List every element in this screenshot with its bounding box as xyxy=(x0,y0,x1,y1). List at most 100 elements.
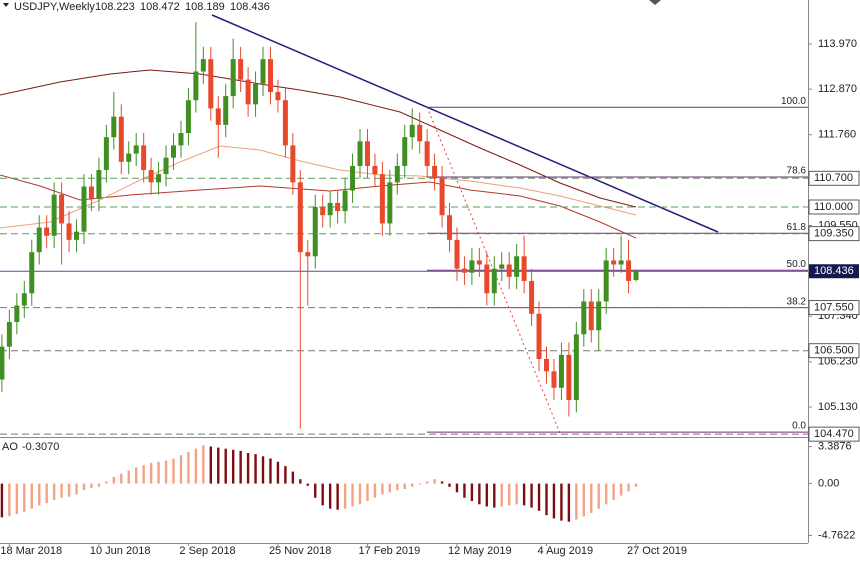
ao-bar xyxy=(537,483,541,511)
ao-tick-label: 0.00 xyxy=(818,477,839,489)
level-label: 110.700 xyxy=(814,172,853,184)
candle-body xyxy=(103,137,109,171)
ao-bar xyxy=(612,483,615,500)
ao-bar xyxy=(343,483,347,509)
candle-body xyxy=(506,264,512,277)
ao-bar xyxy=(336,483,339,510)
candle-body xyxy=(499,264,505,269)
candle-body xyxy=(581,301,587,335)
level-label-box xyxy=(808,343,860,359)
fib-label: 100.0 xyxy=(781,96,806,107)
ao-bar xyxy=(239,450,242,484)
candle-body xyxy=(36,227,42,253)
ao-bar xyxy=(485,483,489,507)
fib-label: 50.0 xyxy=(787,259,807,270)
ao-bar xyxy=(217,447,220,484)
ao-bar xyxy=(582,483,585,517)
candle-body xyxy=(171,145,176,158)
x-tick-label: 27 Oct 2019 xyxy=(627,545,687,557)
level-label-box xyxy=(808,426,860,442)
ao-bar xyxy=(351,483,354,507)
candle-body xyxy=(126,153,132,162)
ao-bar xyxy=(261,456,265,484)
level-label: 107.550 xyxy=(814,302,854,314)
ao-bar xyxy=(142,465,145,484)
candle-body xyxy=(156,174,162,183)
fib-label: 38.2 xyxy=(787,296,807,307)
chart-title: USDJPY,Weekly xyxy=(14,1,95,13)
candle-body xyxy=(320,207,326,216)
current-price-box xyxy=(809,264,859,279)
fib-label: 78.6 xyxy=(787,166,807,177)
candle-body xyxy=(88,186,94,199)
ao-bar xyxy=(590,483,593,514)
y-tick-label: 112.870 xyxy=(818,83,857,95)
candle-body xyxy=(454,239,460,269)
ao-bar xyxy=(306,483,309,486)
level-label-box xyxy=(808,199,860,215)
candle-body xyxy=(275,92,281,101)
price-plot xyxy=(0,14,808,435)
ao-bar xyxy=(530,483,533,508)
ao-bar xyxy=(396,483,399,491)
ao-bar xyxy=(231,449,235,484)
ao-bar xyxy=(567,483,571,522)
ao-bar xyxy=(291,471,295,484)
y-tick-label: 105.130 xyxy=(818,401,858,413)
candle-body xyxy=(253,83,259,105)
candle-body xyxy=(364,141,370,166)
candle-body xyxy=(163,157,169,175)
candle-body xyxy=(558,354,564,388)
candle-body xyxy=(566,354,572,401)
candle-body xyxy=(6,322,12,347)
y-tick-label: 106.230 xyxy=(818,356,858,368)
candle-body xyxy=(133,145,139,154)
level-label: 106.500 xyxy=(814,345,854,357)
ao-bar xyxy=(246,453,250,484)
fib-label: 0.0 xyxy=(792,421,806,432)
ao-bar xyxy=(328,483,332,509)
candle-body xyxy=(223,96,229,125)
menu-arrow[interactable] xyxy=(3,3,9,7)
ao-bar xyxy=(67,483,71,497)
candle-body xyxy=(439,178,445,216)
ao-bar xyxy=(30,483,33,509)
candle-body xyxy=(200,59,206,72)
candle-body xyxy=(327,202,333,216)
candle-body xyxy=(544,358,549,372)
candle-body xyxy=(626,260,632,281)
ao-bar xyxy=(82,483,86,491)
current-price-label: 108.436 xyxy=(814,265,854,277)
candle-body xyxy=(335,202,341,212)
ao-bar xyxy=(433,479,436,484)
level-label-box xyxy=(808,226,860,242)
candle-body xyxy=(394,165,400,183)
ao-bar xyxy=(23,483,26,512)
candle-body xyxy=(14,305,20,322)
candle-body xyxy=(245,79,251,105)
level-label-box xyxy=(808,300,860,316)
ao-bar xyxy=(358,483,362,505)
ao-bar xyxy=(411,483,414,487)
ao-bar xyxy=(463,483,466,498)
header-open: 108.223 xyxy=(95,1,135,13)
x-tick-label: 12 May 2019 xyxy=(448,545,512,557)
candle-body xyxy=(529,280,535,314)
candle-body xyxy=(417,124,423,142)
ao-bar xyxy=(619,483,623,496)
ao-bar xyxy=(209,446,212,484)
candle-body xyxy=(59,194,65,224)
y-tick-label: 113.970 xyxy=(818,38,857,50)
ao-bar xyxy=(478,483,481,505)
ao-bar xyxy=(508,483,511,506)
x-tick-label: 10 Jun 2018 xyxy=(90,545,151,557)
candle-body xyxy=(260,59,266,84)
ao-bar xyxy=(425,481,429,484)
trend-line xyxy=(211,14,719,233)
candle-body xyxy=(51,194,57,236)
candle-body xyxy=(44,227,50,236)
ao-bar xyxy=(284,466,287,484)
header-close: 108.436 xyxy=(230,1,270,13)
candle-body xyxy=(81,186,87,232)
ao-bar xyxy=(470,483,474,502)
